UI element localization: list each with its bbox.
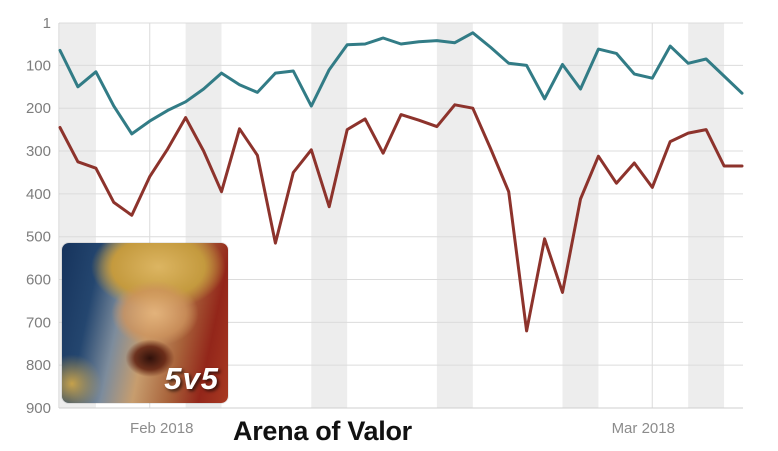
y-axis-label: 400 [26, 186, 51, 203]
y-axis-label: 1 [43, 15, 51, 32]
app-icon: 5v5 [62, 243, 228, 403]
x-axis-label: Mar 2018 [612, 420, 675, 437]
chart-annotation: Arena of Valor iPhone, grossing charts -… [233, 334, 729, 451]
y-axis-label: 700 [26, 314, 51, 331]
y-axis-label: 100 [26, 57, 51, 74]
series-line-uk [58, 103, 744, 333]
x-axis-label: Feb 2018 [130, 420, 193, 437]
y-axis-label: 200 [26, 100, 51, 117]
series-line-spain [58, 31, 744, 136]
app-icon-5v5-badge: 5v5 [164, 361, 219, 396]
y-axis-label: 600 [26, 272, 51, 289]
y-axis-label: 300 [26, 143, 51, 160]
y-axis-label: 900 [26, 400, 51, 417]
weekend-band [688, 23, 725, 408]
y-axis-label: 500 [26, 229, 51, 246]
weekend-band [311, 23, 348, 408]
y-axis-label: 800 [26, 357, 51, 374]
weekend-band [436, 23, 473, 408]
game-title: Arena of Valor [233, 416, 412, 446]
app-icon-art [62, 243, 228, 403]
